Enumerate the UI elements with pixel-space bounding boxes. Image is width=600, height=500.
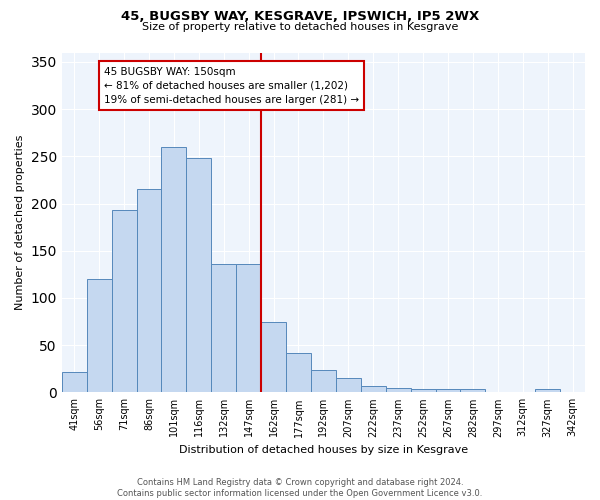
Bar [261,322,286,392]
Bar [311,370,336,392]
Bar [112,210,137,392]
Bar [436,390,460,392]
Bar [535,390,560,392]
X-axis label: Distribution of detached houses by size in Kesgrave: Distribution of detached houses by size … [179,445,468,455]
Bar [236,264,261,392]
Bar [137,190,161,392]
Bar [187,158,211,392]
Bar [361,386,386,392]
Bar [386,388,410,392]
Bar [410,390,436,392]
Text: Contains HM Land Registry data © Crown copyright and database right 2024.
Contai: Contains HM Land Registry data © Crown c… [118,478,482,498]
Bar [62,372,87,392]
Bar [460,390,485,392]
Bar [211,264,236,392]
Text: 45 BUGSBY WAY: 150sqm
← 81% of detached houses are smaller (1,202)
19% of semi-d: 45 BUGSBY WAY: 150sqm ← 81% of detached … [104,66,359,104]
Bar [87,279,112,392]
Y-axis label: Number of detached properties: Number of detached properties [15,134,25,310]
Bar [161,147,187,392]
Text: Size of property relative to detached houses in Kesgrave: Size of property relative to detached ho… [142,22,458,32]
Bar [336,378,361,392]
Bar [286,352,311,393]
Text: 45, BUGSBY WAY, KESGRAVE, IPSWICH, IP5 2WX: 45, BUGSBY WAY, KESGRAVE, IPSWICH, IP5 2… [121,10,479,23]
